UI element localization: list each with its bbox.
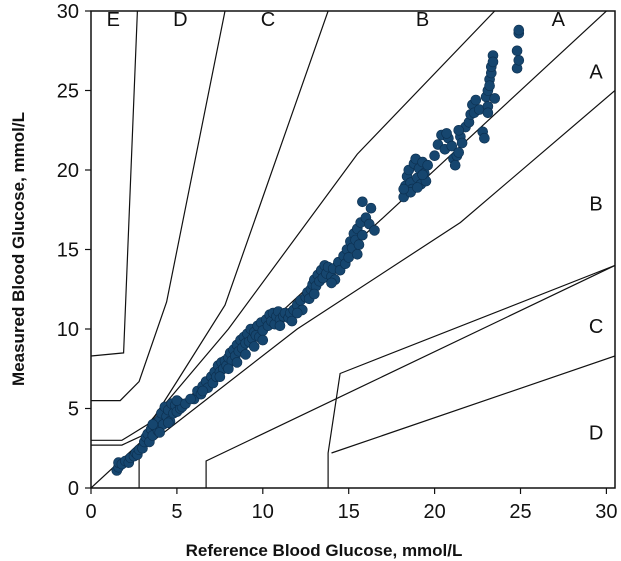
zone-label-e: E — [107, 9, 120, 31]
y-tick-label: 0 — [68, 478, 79, 500]
data-point — [511, 45, 523, 57]
data-point — [484, 80, 495, 91]
x-tick-label: 5 — [171, 501, 182, 523]
zone-label-d: D — [589, 422, 603, 444]
data-point — [422, 159, 434, 171]
zone-label-a: A — [552, 9, 566, 31]
data-point — [291, 307, 303, 319]
x-tick-label: 25 — [509, 501, 531, 523]
data-point — [357, 229, 368, 241]
y-tick-label: 10 — [57, 319, 79, 341]
data-points — [111, 24, 525, 476]
data-point — [214, 371, 226, 383]
data-point — [487, 56, 499, 68]
data-point — [417, 169, 428, 181]
y-tick-label: 25 — [57, 81, 79, 103]
y-axis-ticks: 0 5 10 15 20 25 30 — [57, 1, 91, 500]
data-point — [147, 419, 159, 430]
data-point — [351, 249, 363, 260]
x-tick-label: 20 — [423, 501, 445, 523]
zone-label-b: B — [589, 193, 602, 215]
data-point — [470, 94, 482, 106]
data-point — [482, 107, 494, 119]
data-point — [453, 125, 465, 136]
x-tick-label: 0 — [85, 501, 96, 523]
data-point — [274, 320, 286, 332]
y-tick-label: 30 — [57, 1, 79, 23]
zone-label-d: D — [173, 9, 187, 31]
data-point — [479, 132, 490, 144]
data-point — [412, 182, 423, 193]
y-axis-title: Measured Blood Glucose, mmol/L — [9, 112, 28, 386]
zone-labels: E D C B A A B C D — [107, 9, 604, 444]
data-point — [353, 239, 365, 250]
zone-line-9 — [91, 11, 138, 357]
zone-line-6 — [205, 264, 615, 488]
zone-label-a: A — [589, 61, 603, 83]
data-point — [257, 334, 269, 346]
x-tick-label: 10 — [252, 501, 274, 523]
zone-label-c: C — [261, 9, 275, 31]
data-point — [441, 128, 452, 139]
zone-line-4 — [147, 90, 615, 446]
data-point — [223, 363, 234, 375]
zone-label-c: C — [589, 316, 603, 338]
y-tick-label: 15 — [57, 240, 79, 262]
data-point — [308, 288, 320, 300]
zone-label-b: B — [416, 9, 429, 31]
data-point — [365, 202, 377, 214]
data-point — [429, 150, 440, 161]
data-point — [453, 147, 465, 158]
data-point — [489, 93, 501, 104]
data-point — [398, 183, 410, 195]
zone-line-3 — [91, 11, 496, 441]
data-point — [326, 277, 337, 289]
data-point — [446, 140, 458, 152]
x-axis-title: Reference Blood Glucose, mmol/L — [186, 541, 463, 560]
zone-line-7 — [91, 11, 226, 402]
data-point — [513, 24, 525, 36]
x-tick-label: 15 — [338, 501, 360, 523]
data-point — [357, 196, 368, 208]
data-point — [240, 349, 251, 360]
zone-line-8 — [327, 264, 615, 488]
data-point — [197, 385, 208, 397]
x-tick-label: 30 — [595, 501, 617, 523]
data-point — [231, 357, 243, 368]
data-point — [248, 341, 260, 352]
x-axis-ticks: 0 5 10 15 20 25 30 — [85, 488, 618, 523]
data-point — [513, 54, 525, 66]
zone-line-10 — [331, 355, 615, 454]
data-point — [154, 427, 165, 438]
y-tick-label: 5 — [68, 399, 79, 421]
data-point — [185, 393, 196, 405]
data-point — [449, 159, 461, 171]
data-point — [286, 315, 298, 327]
data-point — [369, 225, 380, 236]
data-point — [163, 417, 174, 429]
data-point — [456, 137, 468, 149]
y-tick-label: 20 — [57, 160, 79, 182]
